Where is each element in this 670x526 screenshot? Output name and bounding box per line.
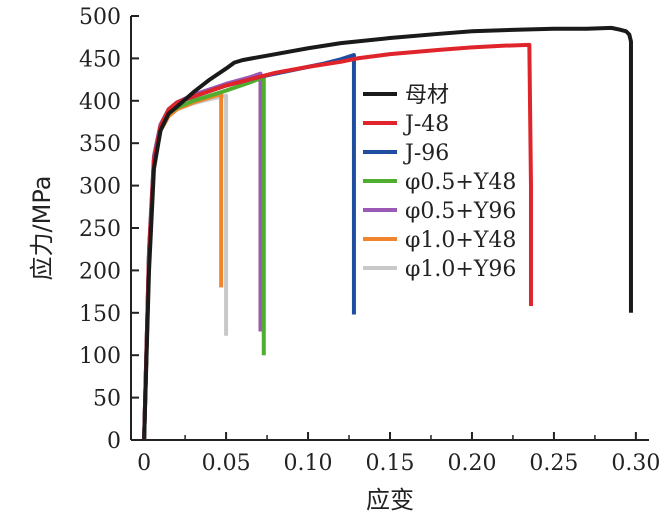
y-tick-label: 400 xyxy=(79,90,121,115)
y-tick-label: 250 xyxy=(79,217,121,242)
y-tick-label: 300 xyxy=(79,175,121,200)
series-layer xyxy=(142,25,633,441)
legend-label-2: J-48 xyxy=(403,112,449,137)
x-axis-title: 应变 xyxy=(366,486,414,514)
legend: 母材 J-48 J-96 φ0.5+Y48 φ0.5+Y96 φ1.0+Y48 φ1.0+Y… xyxy=(363,83,516,282)
y-tick-label: 150 xyxy=(79,302,121,327)
legend-label-5: φ0.5+Y96 xyxy=(405,199,516,224)
legend-label-6: φ1.0+Y48 xyxy=(405,228,516,253)
legend-label-1: 母材 xyxy=(405,83,449,108)
x-tick-label: 0.20 xyxy=(447,451,496,476)
y-tick-label: 0 xyxy=(107,429,121,454)
y-ticks: 0 50 100 150 200 250 300 350 400 450 500 xyxy=(79,5,139,454)
legend-label-7: φ1.0+Y96 xyxy=(405,257,516,282)
x-tick-label: 0.30 xyxy=(611,451,660,476)
x-tick-label: 0.10 xyxy=(284,451,333,476)
y-tick-label: 200 xyxy=(79,259,121,284)
y-tick-label: 450 xyxy=(79,47,121,72)
y-tick-label: 50 xyxy=(93,387,121,412)
y-axis-title: 应力/MPa xyxy=(28,176,56,281)
x-tick-label: 0.25 xyxy=(529,451,578,476)
y-tick-label: 100 xyxy=(79,344,121,369)
legend-label-3: J-96 xyxy=(403,141,449,166)
y-tick-label: 500 xyxy=(79,5,121,30)
x-tick-label: 0.15 xyxy=(366,451,415,476)
x-ticks: 0 0.05 0.10 0.15 0.20 0.25 0.30 xyxy=(137,432,660,476)
y-tick-label: 350 xyxy=(79,132,121,157)
x-tick-label: 0 xyxy=(137,451,151,476)
x-tick-label: 0.05 xyxy=(202,451,251,476)
legend-label-4: φ0.5+Y48 xyxy=(405,170,516,195)
series-line-1 xyxy=(142,25,633,441)
